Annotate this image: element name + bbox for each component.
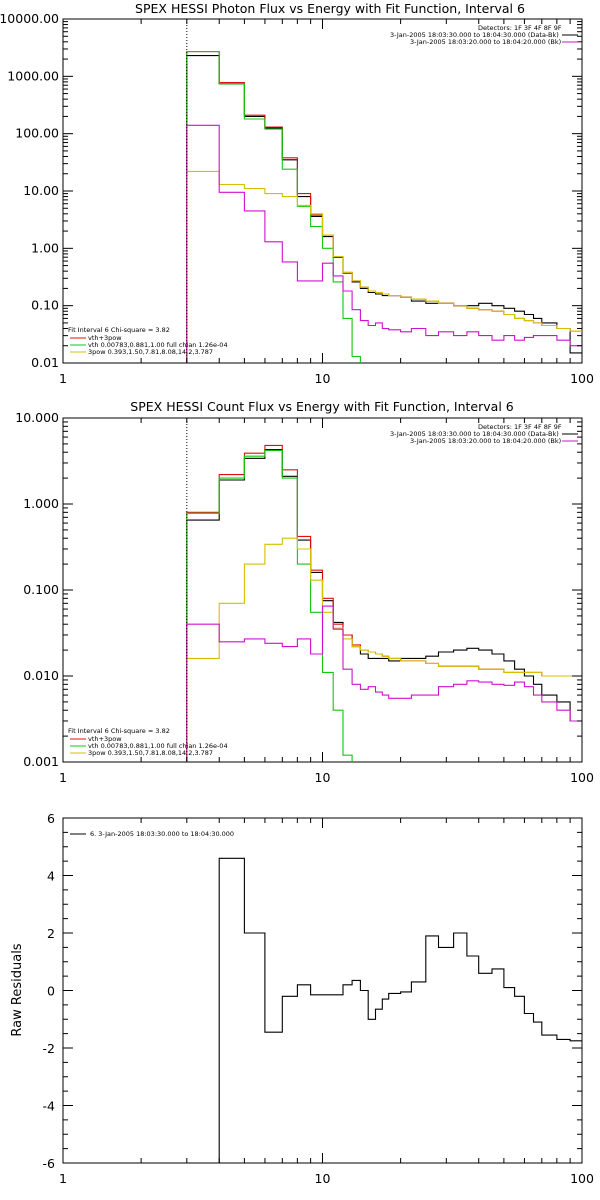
panel1-fit-3pow: 3pow 0.393,1.50,7.81,8.08,14.2,3.787 bbox=[88, 348, 213, 356]
y-tick-label: 0.100 bbox=[23, 582, 59, 597]
x-tick-label: 10 bbox=[315, 371, 331, 386]
y-tick-label: 0.001 bbox=[23, 754, 59, 769]
series-residuals bbox=[186, 857, 582, 1164]
series-vth+3pow bbox=[186, 51, 582, 363]
series-vth bbox=[186, 51, 361, 363]
panel2-fit-chisq: Fit Interval 6 Chi-square = 3.82 bbox=[68, 727, 170, 735]
series-data bbox=[186, 55, 582, 363]
series-vth+3pow bbox=[186, 444, 582, 762]
x-tick-label: 1 bbox=[59, 1171, 67, 1186]
panel2-series-group bbox=[186, 418, 582, 762]
panel3-series-group bbox=[186, 857, 582, 1164]
series-bk bbox=[186, 124, 582, 363]
panel2-axes: 1 10 100 0.001 0.010 0.100 1.000 10.000 bbox=[15, 410, 594, 785]
x-tick-label: 10 bbox=[315, 770, 331, 785]
y-tick-label: -6 bbox=[43, 1156, 56, 1171]
panel1-axes: 1 10 100 0.01 0.10 1.00 10.00 100.00 1000.00 1000… bbox=[0, 11, 594, 386]
x-tick-label: 100 bbox=[570, 371, 594, 386]
y-tick-label: 0.01 bbox=[31, 355, 59, 370]
y-tick-label: -2 bbox=[43, 1041, 55, 1056]
y-tick-label: 6 bbox=[47, 811, 55, 826]
x-tick-label: 100 bbox=[570, 1171, 594, 1186]
panel2-legend-bk: 3-Jan-2005 18:03:20.000 to 18:04:20.000 … bbox=[410, 437, 561, 445]
panel2-fit-vth: vth 0.00783,0.881,1.00 full chian 1.26e-… bbox=[88, 742, 228, 750]
y-tick-label: -4 bbox=[43, 1099, 56, 1114]
y-tick-label: 1.00 bbox=[31, 240, 59, 255]
panel2-legend-data: 3-Jan-2005 18:03:30.000 to 18:04:30.000 … bbox=[390, 430, 559, 438]
series-3pow bbox=[186, 537, 582, 762]
panel1-fit-vth: vth 0.00783,0.881,1.00 full chian 1.26e-… bbox=[88, 341, 228, 349]
y-tick-label: 4 bbox=[47, 869, 55, 884]
panel1-fit-chisq: Fit Interval 6 Chi-square = 3.82 bbox=[68, 326, 170, 334]
panel1-title: SPEX HESSI Photon Flux vs Energy with Fi… bbox=[135, 1, 525, 16]
panel2-detectors-label: Detectors: 1F 3F 4F 8F 9F bbox=[478, 423, 562, 431]
x-tick-label: 10 bbox=[315, 1171, 331, 1186]
panel2-fit-total: vth+3pow bbox=[88, 735, 122, 743]
y-tick-label: 1000.00 bbox=[7, 68, 59, 83]
series-3pow bbox=[186, 170, 582, 363]
panel1-series-group bbox=[186, 19, 582, 363]
x-tick-label: 100 bbox=[570, 770, 594, 785]
y-tick-label: 0.10 bbox=[31, 298, 59, 313]
y-tick-label: 2 bbox=[47, 926, 55, 941]
series-data bbox=[186, 448, 582, 762]
x-tick-label: 1 bbox=[59, 371, 67, 386]
y-tick-label: 0.010 bbox=[23, 668, 59, 683]
y-tick-label: 100.00 bbox=[15, 126, 59, 141]
series-bk bbox=[186, 605, 582, 762]
panel-count-flux: SPEX HESSI Count Flux vs Energy with Fit… bbox=[15, 399, 594, 785]
panel3-legend: 6. 3-Jan-2005 18:03:30.000 to 18:04:30.0… bbox=[90, 830, 234, 838]
panel1-detectors-label: Detectors: 1F 3F 4F 8F 9F bbox=[478, 24, 562, 32]
panel3-ylabel: Raw Residuals bbox=[10, 943, 25, 1036]
y-tick-label: 10.00 bbox=[23, 183, 59, 198]
y-tick-label: 1.000 bbox=[23, 496, 59, 511]
panel1-legend-bk: 3-Jan-2005 18:03:20.000 to 18:04:20.000 … bbox=[410, 38, 561, 46]
panel1-legend-data: 3-Jan-2005 18:03:30.000 to 18:04:30.000 … bbox=[390, 31, 559, 39]
y-tick-label: 10.000 bbox=[15, 410, 59, 425]
series-vth bbox=[186, 449, 353, 762]
panel-photon-flux: SPEX HESSI Photon Flux vs Energy with Fi… bbox=[0, 1, 594, 386]
y-tick-label: 0 bbox=[47, 984, 55, 999]
y-tick-label: 10000.00 bbox=[0, 11, 59, 26]
x-tick-label: 1 bbox=[59, 770, 67, 785]
panel3-axes: 1 10 100 -6 -4 -2 0 2 4 6 bbox=[43, 811, 594, 1186]
panel3-plot-frame bbox=[62, 817, 583, 1164]
panel1-fit-total: vth+3pow bbox=[88, 334, 122, 342]
panel-residuals: 1 10 100 -6 -4 -2 0 2 4 6 6. 3-Jan-2005 18:03:30.… bbox=[10, 811, 594, 1186]
panel2-title: SPEX HESSI Count Flux vs Energy with Fit… bbox=[130, 399, 513, 414]
panel2-fit-3pow: 3pow 0.393,1.50,7.81,8.08,14.2,3.787 bbox=[88, 749, 213, 757]
